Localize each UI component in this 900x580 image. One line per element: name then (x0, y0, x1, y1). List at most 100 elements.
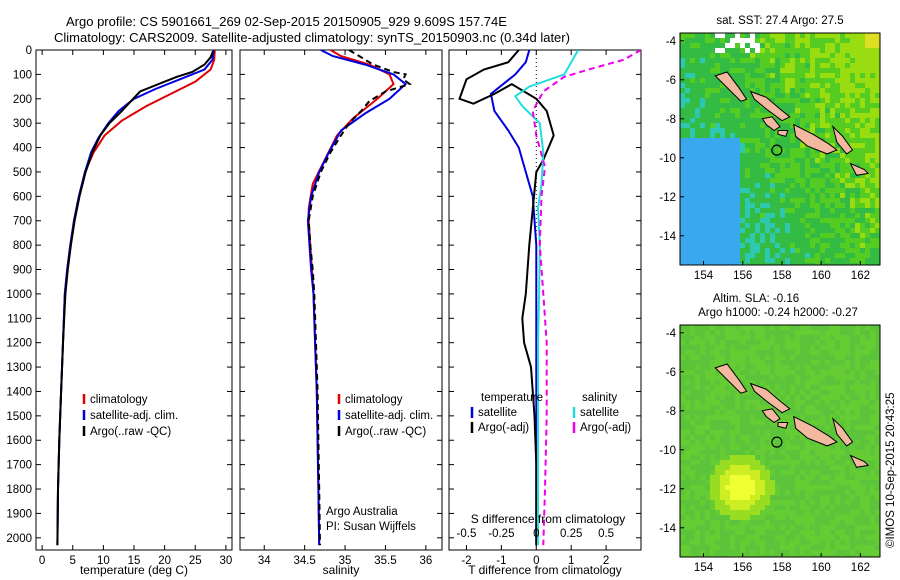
map-cell (695, 148, 700, 153)
map-cell (820, 53, 825, 58)
map-cell (770, 243, 775, 248)
map-cell (860, 455, 865, 460)
map-cell (845, 243, 850, 248)
map-cell (720, 410, 725, 415)
map-cell (785, 238, 790, 243)
map-cell (845, 53, 850, 58)
map-cell (785, 545, 790, 550)
map-cell (850, 485, 855, 490)
map-cell (860, 123, 865, 128)
map-cell (795, 263, 800, 265)
map-cell (820, 490, 825, 495)
map-cell (720, 83, 725, 88)
map-cell (805, 88, 810, 93)
map-cell (750, 400, 755, 405)
salinity-tick-label: 0.5 (598, 528, 614, 540)
map-cell (735, 475, 740, 480)
map-cell (755, 238, 760, 243)
map-cell (735, 33, 740, 38)
map-cell (795, 108, 800, 113)
map-cell (720, 258, 725, 263)
map-cell (845, 83, 850, 88)
map-cell (795, 555, 800, 557)
map-cell (680, 43, 685, 48)
map-cell (770, 143, 775, 148)
map-cell (810, 325, 815, 330)
map-cell (825, 340, 830, 345)
map-cell (790, 420, 795, 425)
map-cell (770, 163, 775, 168)
map-cell (740, 430, 745, 435)
map-cell (865, 38, 870, 43)
map-cell (820, 233, 825, 238)
map-cell (680, 128, 685, 133)
map-cell (715, 153, 720, 158)
map-cell (705, 400, 710, 405)
map-cell (685, 445, 690, 450)
map-cell (810, 88, 815, 93)
map-cell (765, 365, 770, 370)
map-cell (770, 490, 775, 495)
map-cell (815, 470, 820, 475)
y-tick-label: 400 (13, 143, 32, 155)
map-cell (850, 545, 855, 550)
map-cell (815, 108, 820, 113)
map-cell (710, 490, 715, 495)
map-cell (800, 53, 805, 58)
map-cell (785, 425, 790, 430)
map-cell (745, 98, 750, 103)
map-cell (860, 335, 865, 340)
map-cell (710, 183, 715, 188)
map-cell (755, 430, 760, 435)
map-cell (810, 48, 815, 53)
map-cell (700, 515, 705, 520)
map-cell (715, 425, 720, 430)
legend-label: satellite-adj. clim. (345, 410, 433, 422)
map-cell (720, 43, 725, 48)
map-cell (850, 93, 855, 98)
map-cell (770, 555, 775, 557)
map-cell (855, 233, 860, 238)
map-cell (825, 223, 830, 228)
map-cell (825, 123, 830, 128)
map-cell (860, 108, 865, 113)
map-cell (710, 510, 715, 515)
map-cell (805, 163, 810, 168)
map-cell (825, 248, 830, 253)
map-cell (770, 83, 775, 88)
map-cell (870, 73, 875, 78)
map-cell (805, 385, 810, 390)
map-cell (705, 530, 710, 535)
map-cell (830, 243, 835, 248)
map-cell (805, 123, 810, 128)
map-cell (840, 58, 845, 63)
map-cell (720, 198, 725, 203)
map-cell (770, 158, 775, 163)
map-cell (870, 390, 875, 395)
map-cell (770, 535, 775, 540)
map-cell (790, 490, 795, 495)
map-cell (755, 38, 760, 43)
map-cell (740, 143, 745, 148)
map-cell (840, 78, 845, 83)
map-cell (785, 138, 790, 143)
map-cell (745, 188, 750, 193)
map-cell (765, 545, 770, 550)
map-cell (875, 500, 880, 505)
map-cell (795, 98, 800, 103)
map-cell (825, 78, 830, 83)
map-cell (835, 540, 840, 545)
map-cell (865, 123, 870, 128)
map-cell (705, 168, 710, 173)
map-cell (725, 390, 730, 395)
map-cell (730, 153, 735, 158)
map-cell (865, 133, 870, 138)
map-cell (830, 405, 835, 410)
island-shape (849, 162, 870, 176)
map-cell (785, 108, 790, 113)
map-cell (680, 98, 685, 103)
map-cell (685, 520, 690, 525)
map-cell (730, 248, 735, 253)
map-cell (695, 43, 700, 48)
map-cell (750, 188, 755, 193)
